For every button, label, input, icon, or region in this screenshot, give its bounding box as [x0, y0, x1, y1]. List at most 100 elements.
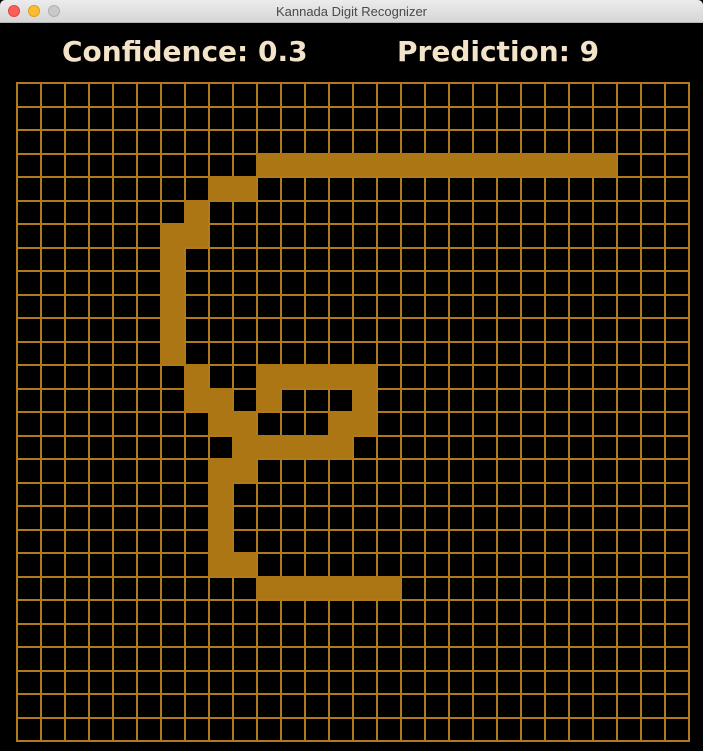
grid-cell[interactable] [88, 693, 114, 719]
grid-cell[interactable] [448, 434, 474, 460]
grid-cell[interactable] [184, 693, 210, 719]
grid-cell[interactable] [304, 105, 330, 131]
grid-cell[interactable] [88, 622, 114, 648]
grid-cell-filled[interactable] [328, 152, 354, 178]
grid-cell[interactable] [640, 293, 666, 319]
grid-cell[interactable] [40, 528, 66, 554]
grid-cell[interactable] [280, 505, 306, 531]
zoom-window-button[interactable] [48, 5, 60, 17]
grid-cell[interactable] [496, 270, 522, 296]
grid-cell[interactable] [568, 458, 594, 484]
grid-cell[interactable] [568, 622, 594, 648]
grid-cell[interactable] [616, 458, 642, 484]
grid-cell[interactable] [280, 340, 306, 366]
grid-cell[interactable] [136, 622, 162, 648]
grid-cell[interactable] [568, 693, 594, 719]
grid-cell-filled[interactable] [256, 387, 282, 413]
grid-cell[interactable] [112, 481, 138, 507]
grid-cell[interactable] [328, 481, 354, 507]
grid-cell-filled[interactable] [352, 411, 378, 437]
grid-cell[interactable] [136, 199, 162, 225]
grid-cell[interactable] [520, 481, 546, 507]
grid-cell[interactable] [112, 223, 138, 249]
grid-cell[interactable] [520, 387, 546, 413]
grid-cell[interactable] [256, 129, 282, 155]
grid-cell[interactable] [232, 575, 258, 601]
grid-cell[interactable] [448, 223, 474, 249]
grid-cell[interactable] [40, 505, 66, 531]
grid-cell[interactable] [640, 411, 666, 437]
grid-cell[interactable] [88, 387, 114, 413]
grid-cell[interactable] [328, 599, 354, 625]
grid-cell[interactable] [112, 387, 138, 413]
grid-cell[interactable] [496, 669, 522, 695]
grid-cell[interactable] [280, 481, 306, 507]
grid-cell[interactable] [328, 528, 354, 554]
grid-cell[interactable] [16, 646, 42, 672]
grid-cell[interactable] [568, 434, 594, 460]
grid-cell[interactable] [496, 246, 522, 272]
minimize-window-button[interactable] [28, 5, 40, 17]
grid-cell[interactable] [40, 199, 66, 225]
grid-cell[interactable] [640, 669, 666, 695]
grid-cell[interactable] [64, 270, 90, 296]
grid-cell[interactable] [376, 317, 402, 343]
grid-cell[interactable] [664, 270, 690, 296]
grid-cell[interactable] [16, 82, 42, 108]
grid-cell[interactable] [88, 340, 114, 366]
grid-cell[interactable] [424, 199, 450, 225]
grid-cell[interactable] [640, 364, 666, 390]
grid-cell[interactable] [448, 293, 474, 319]
grid-cell[interactable] [160, 575, 186, 601]
grid-cell[interactable] [640, 105, 666, 131]
grid-cell[interactable] [16, 716, 42, 742]
grid-cell-filled[interactable] [232, 434, 258, 460]
grid-cell[interactable] [304, 669, 330, 695]
grid-cell[interactable] [136, 317, 162, 343]
grid-cell[interactable] [40, 270, 66, 296]
grid-cell[interactable] [328, 82, 354, 108]
grid-cell[interactable] [304, 246, 330, 272]
grid-cell[interactable] [592, 340, 618, 366]
grid-cell[interactable] [352, 481, 378, 507]
grid-cell[interactable] [520, 105, 546, 131]
grid-cell-filled[interactable] [160, 223, 186, 249]
grid-cell[interactable] [520, 317, 546, 343]
grid-cell[interactable] [304, 129, 330, 155]
grid-cell-filled[interactable] [352, 364, 378, 390]
grid-cell[interactable] [664, 458, 690, 484]
grid-cell[interactable] [472, 105, 498, 131]
grid-cell[interactable] [208, 364, 234, 390]
grid-cell[interactable] [160, 82, 186, 108]
grid-cell[interactable] [136, 223, 162, 249]
grid-cell[interactable] [544, 693, 570, 719]
grid-cell[interactable] [160, 505, 186, 531]
grid-cell[interactable] [328, 199, 354, 225]
grid-cell[interactable] [664, 387, 690, 413]
grid-cell[interactable] [208, 152, 234, 178]
grid-cell[interactable] [16, 528, 42, 554]
grid-cell[interactable] [448, 176, 474, 202]
grid-cell[interactable] [544, 411, 570, 437]
grid-cell[interactable] [568, 364, 594, 390]
grid-cell[interactable] [544, 293, 570, 319]
grid-cell-filled[interactable] [208, 481, 234, 507]
grid-cell[interactable] [568, 716, 594, 742]
grid-cell[interactable] [328, 105, 354, 131]
grid-cell[interactable] [400, 599, 426, 625]
grid-cell[interactable] [496, 129, 522, 155]
grid-cell-filled[interactable] [304, 152, 330, 178]
grid-cell-filled[interactable] [328, 364, 354, 390]
grid-cell[interactable] [400, 458, 426, 484]
grid-cell[interactable] [472, 458, 498, 484]
grid-cell[interactable] [424, 575, 450, 601]
grid-cell[interactable] [16, 223, 42, 249]
grid-cell[interactable] [472, 434, 498, 460]
grid-cell[interactable] [664, 481, 690, 507]
grid-cell[interactable] [328, 223, 354, 249]
grid-cell[interactable] [568, 293, 594, 319]
grid-cell[interactable] [328, 646, 354, 672]
grid-cell[interactable] [472, 317, 498, 343]
grid-cell[interactable] [352, 552, 378, 578]
grid-cell[interactable] [472, 669, 498, 695]
